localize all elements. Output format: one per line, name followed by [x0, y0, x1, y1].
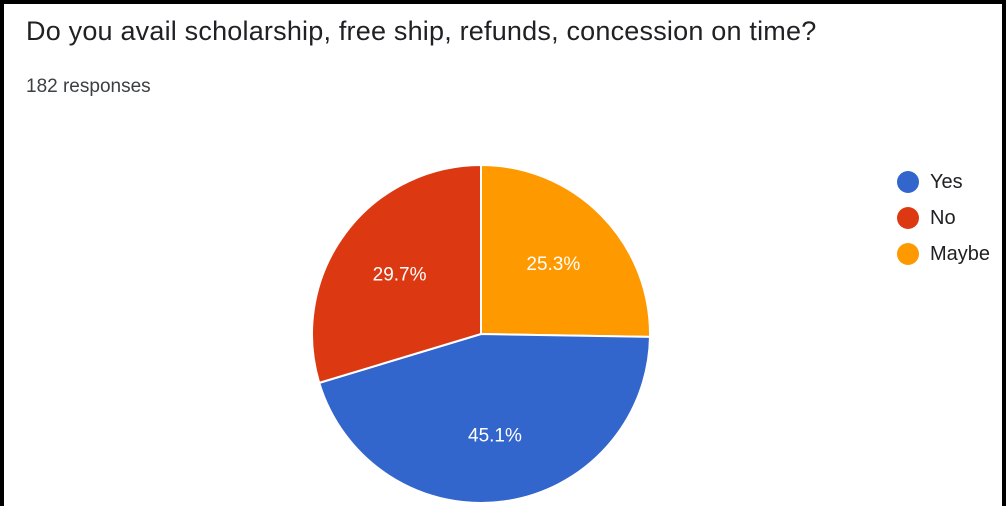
legend-label-yes: Yes: [930, 170, 963, 193]
legend-item-maybe: Maybe: [897, 236, 990, 272]
slice-label-maybe: 25.3%: [526, 254, 580, 275]
pie-slice-maybe: [480, 163, 651, 338]
legend-swatch-no: [897, 207, 919, 229]
question-title: Do you avail scholarship, free ship, ref…: [26, 16, 817, 46]
slice-label-no: 29.7%: [373, 265, 427, 286]
legend-swatch-maybe: [897, 243, 919, 265]
slice-label-yes: 45.1%: [468, 425, 522, 446]
legend-label-maybe: Maybe: [930, 242, 991, 265]
legend-item-yes: Yes: [897, 164, 990, 200]
legend-label-no: No: [930, 206, 956, 229]
pie-slice-yes: [317, 332, 651, 504]
legend-item-no: No: [897, 200, 990, 236]
legend: Yes No Maybe: [897, 164, 990, 272]
pie-slice-no: [311, 163, 482, 385]
pie-chart: 25.3% 45.1% 29.7%: [311, 163, 651, 504]
response-count: 182 responses: [26, 76, 151, 97]
legend-swatch-yes: [897, 171, 919, 193]
